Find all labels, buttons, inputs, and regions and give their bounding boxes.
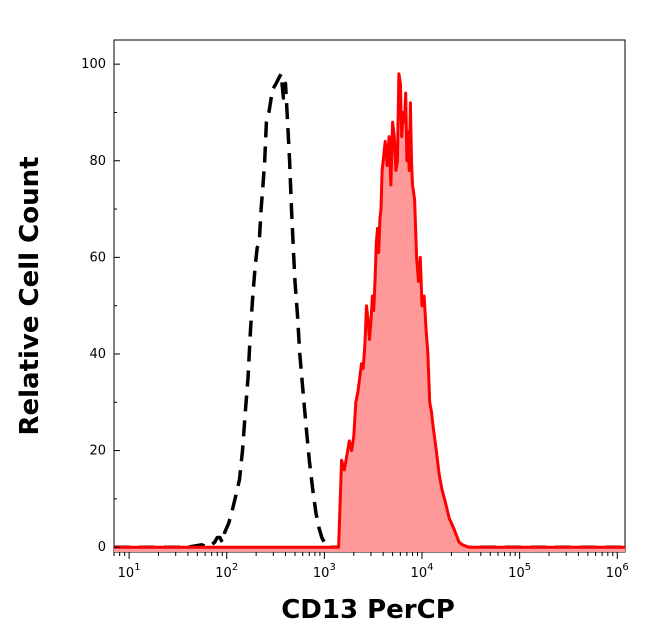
series-1-line <box>114 72 625 549</box>
y-tick-label-2: 40 <box>89 347 106 362</box>
x-tick-label-1: 102 <box>215 562 238 581</box>
y-tick-label-3: 60 <box>89 250 106 265</box>
x-tick-label-0: 101 <box>118 562 141 581</box>
series-layer <box>114 72 625 553</box>
y-axis-title: Relative Cell Count <box>15 156 45 435</box>
series-1-area <box>114 73 625 553</box>
series-0-line <box>114 72 625 549</box>
x-axis-title: CD13 PerCP <box>281 595 455 625</box>
y-tick-label-4: 80 <box>89 154 106 169</box>
x-tick-label-2: 103 <box>313 562 336 581</box>
x-tick-label-4: 105 <box>508 562 531 581</box>
y-tick-label-5: 100 <box>81 57 106 72</box>
x-tick-label-3: 104 <box>411 562 434 581</box>
y-tick-label-1: 20 <box>89 444 106 459</box>
ticks-layer: 0 20 40 60 80 100 101 102 103 104 105 106 <box>81 57 629 581</box>
x-tick-label-5: 106 <box>606 562 629 581</box>
y-tick-label-0: 0 <box>98 540 106 555</box>
